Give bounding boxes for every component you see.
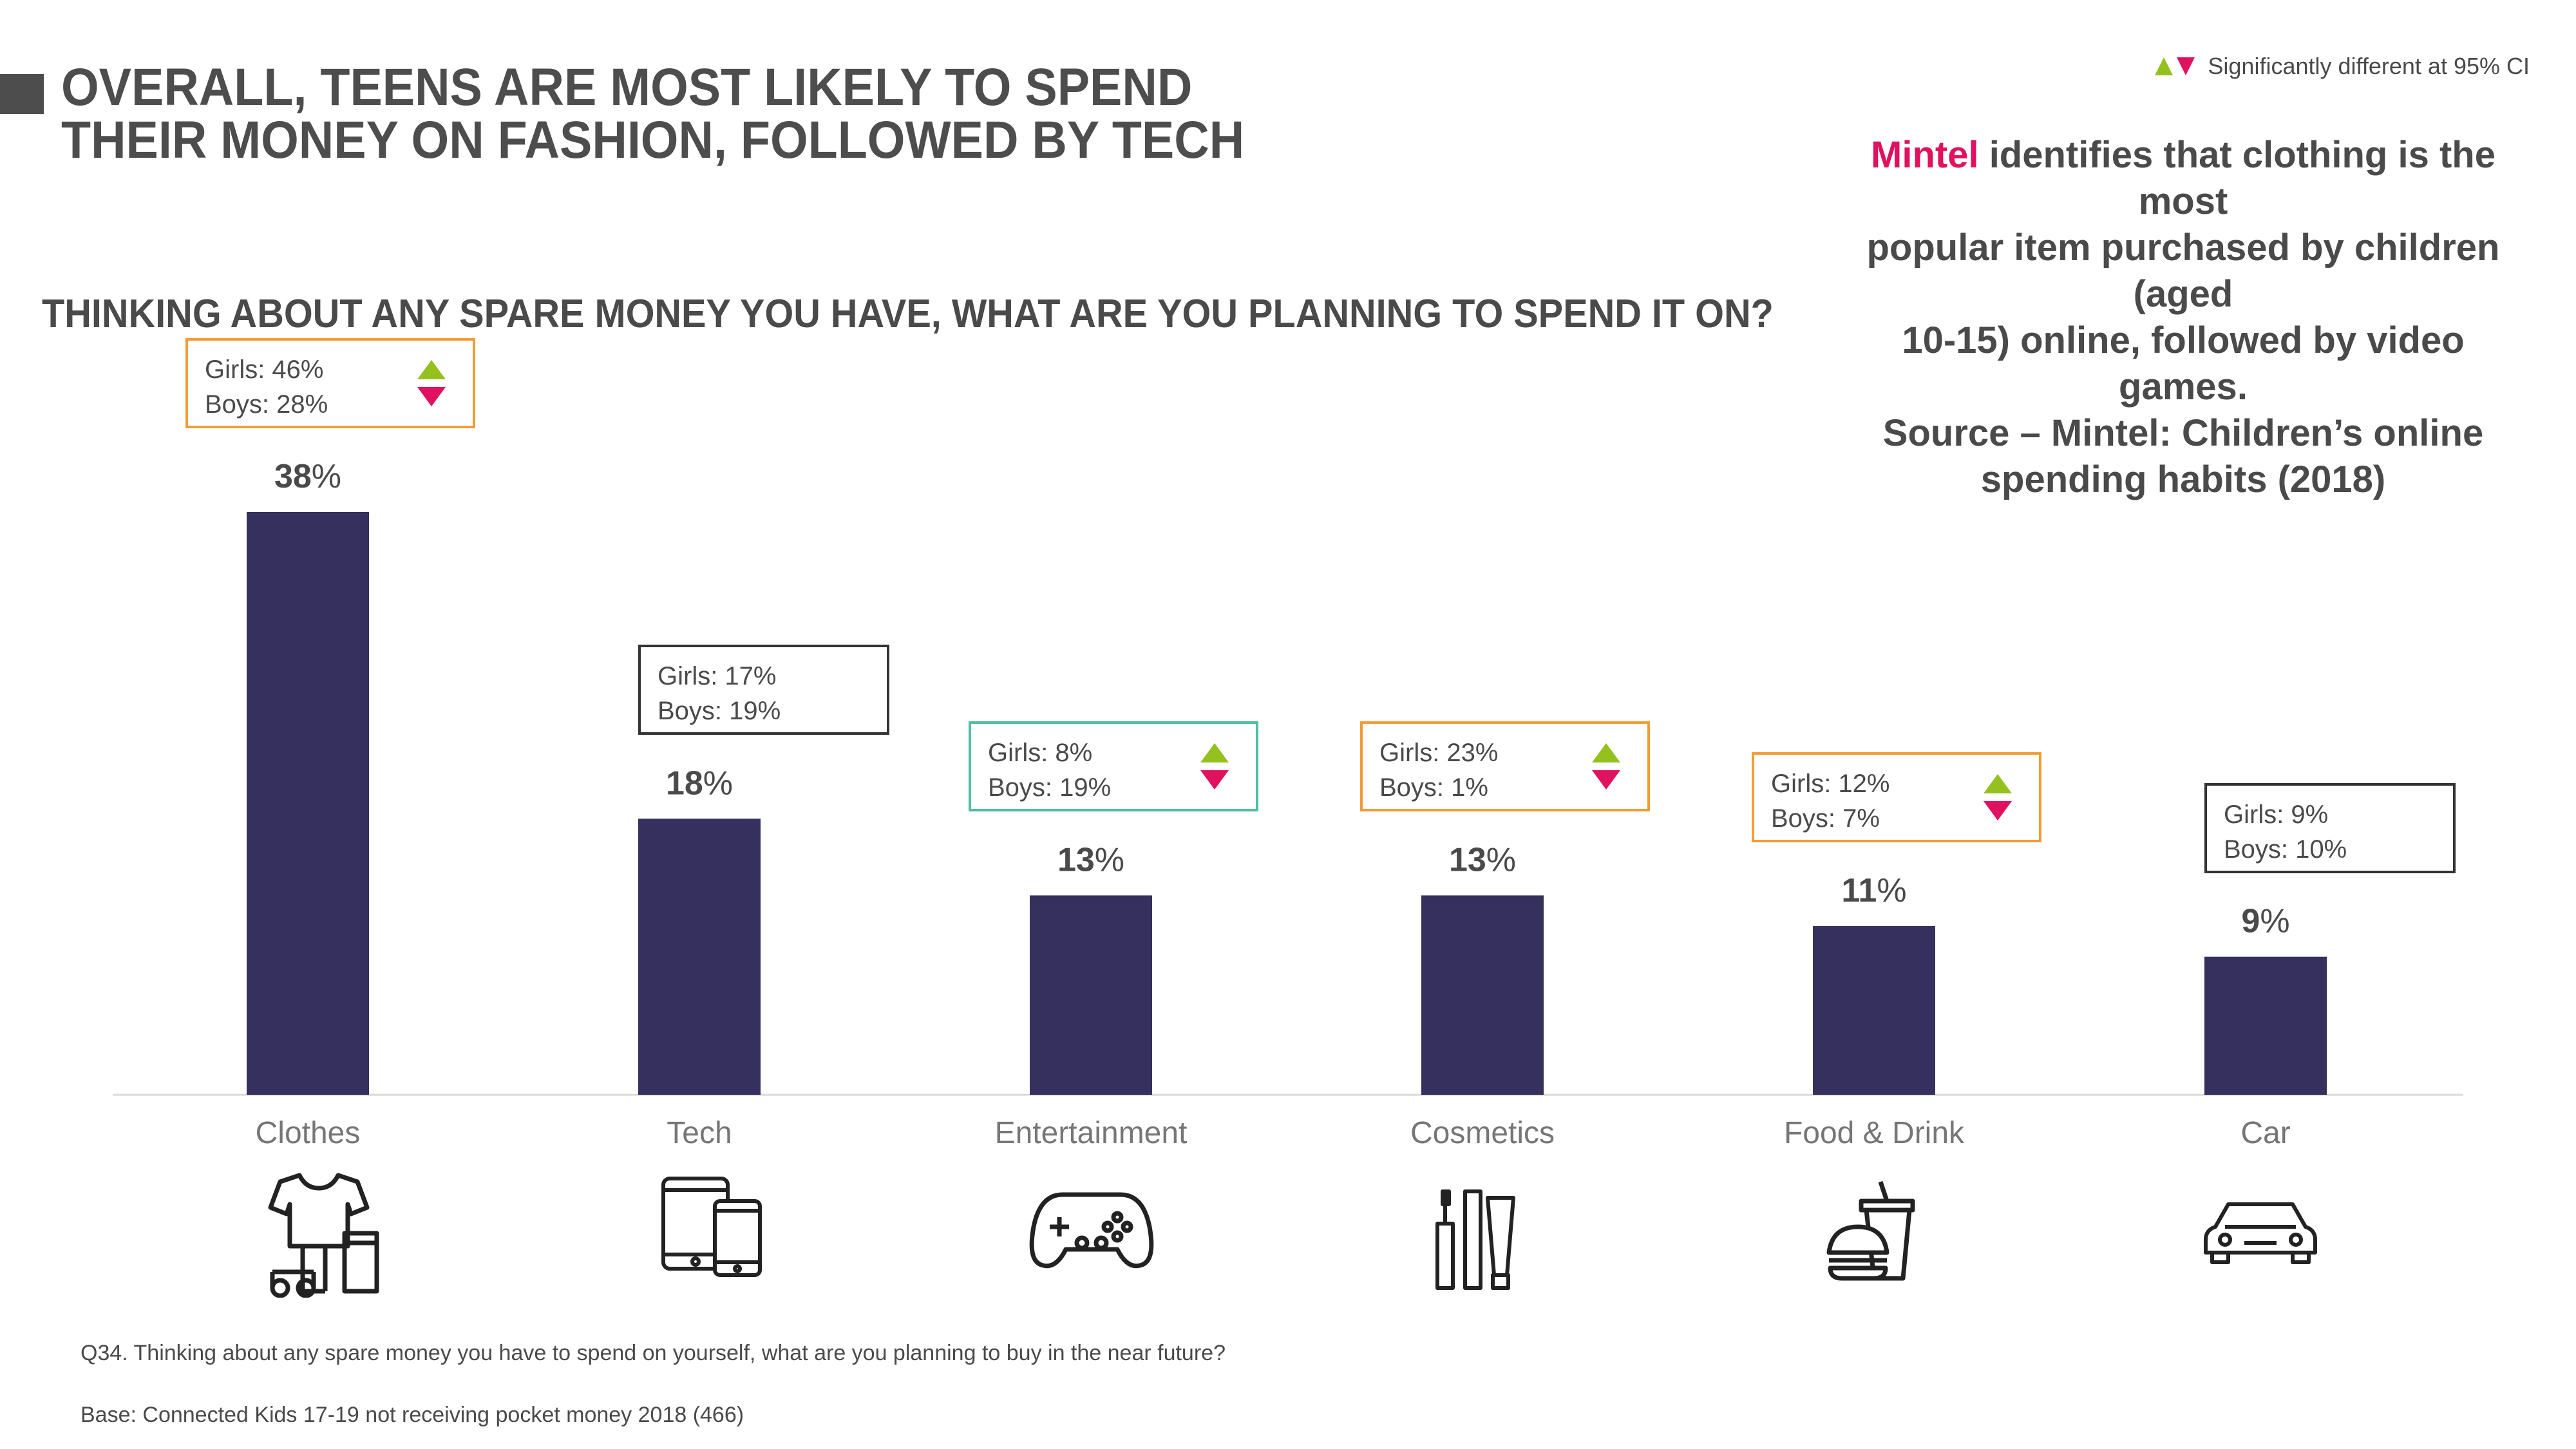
title-line-1: OVERALL, TEENS ARE MOST LIKELY TO SPEND — [61, 58, 1193, 117]
category-label: Clothes — [256, 1116, 361, 1150]
category-label: Entertainment — [995, 1116, 1188, 1150]
boys-value: Boys: 19% — [658, 697, 781, 726]
clothes-icon — [268, 1173, 379, 1298]
title-line-2: THEIR MONEY ON FASHION, FOLLOWED BY TECH — [61, 111, 1245, 169]
mintel-line-2: popular item purchased by children (aged — [1866, 227, 2500, 315]
down-triangle-icon — [1592, 770, 1620, 790]
category-label: Cosmetics — [1410, 1116, 1555, 1150]
footnote-question: Q34. Thinking about any spare money you … — [80, 1341, 1226, 1365]
gamepad-icon — [1029, 1192, 1154, 1269]
gender-breakdown-box: Girls: 8% Boys: 19% — [969, 721, 1258, 812]
significance-indicator — [1984, 774, 2012, 821]
gender-breakdown-box: Girls: 23% Boys: 1% — [1360, 721, 1650, 812]
mintel-brand: Mintel — [1871, 134, 1979, 176]
up-triangle-icon — [417, 360, 446, 379]
up-triangle-icon — [2155, 57, 2174, 75]
up-triangle-icon — [1200, 743, 1229, 763]
cosmetics-icon — [1435, 1189, 1515, 1290]
bar-food-drink — [1813, 926, 1935, 1095]
car-icon — [2204, 1202, 2317, 1264]
category-label: Food & Drink — [1784, 1116, 1965, 1150]
bar-clothes — [247, 512, 369, 1095]
significance-indicator — [1200, 743, 1229, 790]
chart-title: THINKING ABOUT ANY SPARE MONEY YOU HAVE,… — [42, 292, 1774, 336]
bar-entertainment — [1030, 895, 1152, 1095]
significance-indicator — [1592, 743, 1620, 790]
title-marker — [0, 74, 44, 114]
data-label: 11% — [1841, 872, 1906, 909]
down-triangle-icon — [1984, 801, 2012, 821]
gender-breakdown-box: Girls: 9% Boys: 10% — [2204, 782, 2456, 873]
gender-breakdown-box: Girls: 17% Boys: 19% — [638, 645, 889, 735]
up-triangle-icon — [1984, 774, 2012, 794]
boys-value: Boys: 28% — [205, 390, 328, 419]
boys-value: Boys: 19% — [988, 773, 1112, 802]
mintel-note: Mintel identifies that clothing is the m… — [1835, 132, 2531, 503]
girls-value: Girls: 12% — [1771, 770, 1890, 799]
footnote-base: Base: Connected Kids 17-19 not receiving… — [80, 1403, 744, 1427]
bar-tech — [638, 819, 761, 1095]
down-triangle-icon — [2177, 57, 2195, 75]
tech-icon — [661, 1177, 762, 1277]
mintel-line-5: spending habits (2018) — [1980, 459, 2386, 500]
mintel-line-1: Mintel identifies that clothing is the m… — [1835, 132, 2531, 225]
significance-indicator — [417, 360, 446, 406]
mintel-line-1-rest: identifies that clothing is the most — [1978, 134, 2496, 222]
down-triangle-icon — [1200, 770, 1229, 790]
page-title: OVERALL, TEENS ARE MOST LIKELY TO SPEND … — [61, 61, 1365, 167]
category-label: Tech — [667, 1116, 732, 1150]
data-label: 13% — [1057, 841, 1124, 878]
significance-legend: Significantly different at 95% CI — [2155, 50, 2530, 82]
girls-value: Girls: 9% — [2224, 800, 2329, 829]
data-label: 38% — [274, 458, 341, 495]
gender-breakdown-box: Girls: 46% Boys: 28% — [185, 338, 475, 428]
mintel-line-4: Source – Mintel: Children’s online — [1882, 412, 2484, 454]
gender-breakdown-box: Girls: 12% Boys: 7% — [1752, 752, 2041, 843]
data-label: 18% — [666, 764, 733, 802]
food-drink-icon — [1826, 1180, 1915, 1281]
girls-value: Girls: 23% — [1379, 739, 1499, 768]
boys-value: Boys: 10% — [2224, 835, 2347, 864]
up-triangle-icon — [1592, 743, 1620, 763]
boys-value: Boys: 7% — [1771, 804, 1880, 833]
category-label: Car — [2240, 1116, 2290, 1150]
girls-value: Girls: 8% — [988, 739, 1093, 768]
girls-value: Girls: 46% — [205, 355, 324, 384]
data-label: 13% — [1449, 841, 1516, 878]
data-label: 9% — [2241, 903, 2289, 940]
bar-cosmetics — [1421, 895, 1544, 1095]
down-triangle-icon — [417, 387, 446, 406]
bar-car — [2204, 956, 2327, 1095]
mintel-line-3: 10-15) online, followed by video games. — [1902, 319, 2465, 408]
girls-value: Girls: 17% — [658, 662, 777, 691]
legend-text: Significantly different at 95% CI — [2208, 53, 2530, 79]
boys-value: Boys: 1% — [1379, 773, 1488, 802]
